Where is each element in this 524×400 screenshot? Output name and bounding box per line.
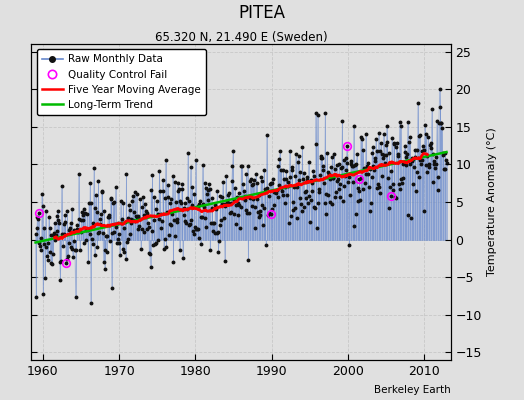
Text: PITEA: PITEA	[238, 4, 286, 22]
Text: Berkeley Earth: Berkeley Earth	[374, 385, 451, 395]
Title: 65.320 N, 21.490 E (Sweden): 65.320 N, 21.490 E (Sweden)	[155, 31, 328, 44]
Legend: Raw Monthly Data, Quality Control Fail, Five Year Moving Average, Long-Term Tren: Raw Monthly Data, Quality Control Fail, …	[37, 49, 206, 115]
Y-axis label: Temperature Anomaly (°C): Temperature Anomaly (°C)	[487, 128, 497, 276]
